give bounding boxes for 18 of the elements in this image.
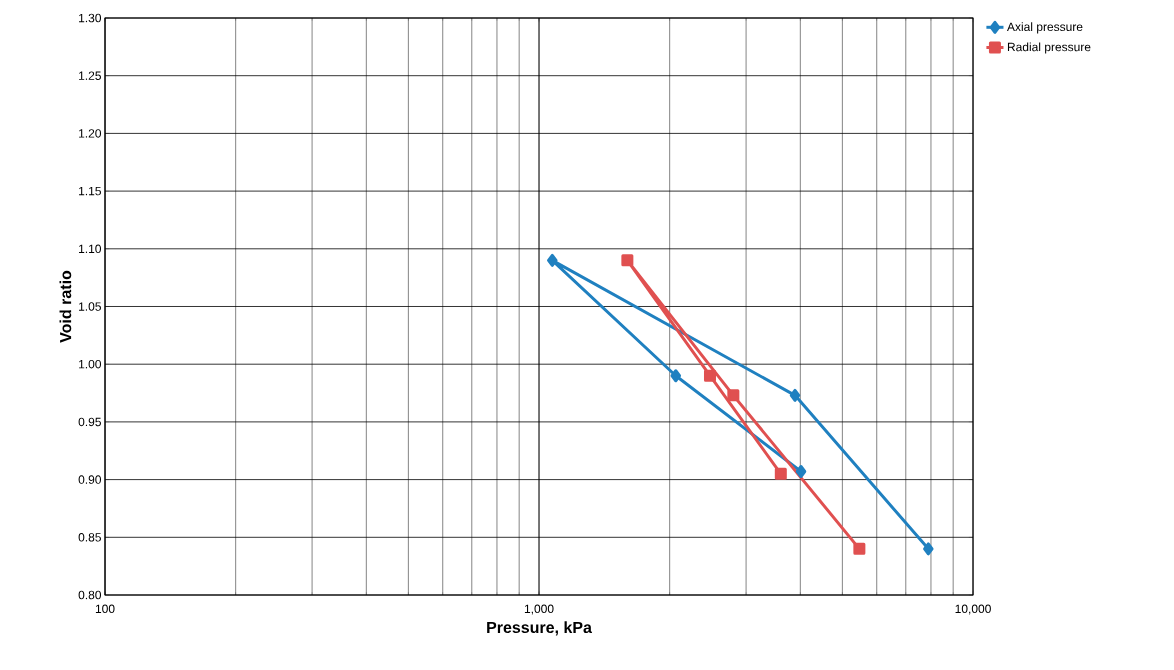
x-axis-title: Pressure, kPa [487,621,593,636]
y-tick-label: 1.00 [79,359,102,369]
y-tick-label: 1.30 [79,13,102,23]
y-tick-label: 0.80 [78,590,102,600]
y-tick-label: 1.15 [79,186,101,196]
y-tick-label: 1.10 [79,244,102,254]
y-tick-label: 0.85 [78,533,101,542]
y-tick-label: 1.05 [79,302,101,311]
x-tick-label: 1,000 [524,604,554,615]
y-tick-label: 1.20 [79,129,102,138]
y-tick-label: 0.95 [78,417,101,427]
legend-label: Axial pressure [1006,22,1083,34]
y-tick-label: 1.25 [79,71,101,80]
y-axis-title: Void ratio [59,270,72,343]
legend-label: Radial pressure [1007,42,1091,54]
x-tick-label: 10,000 [955,604,991,615]
y-tick-label: 0.90 [78,475,102,484]
x-tick-label: 100 [95,604,115,614]
